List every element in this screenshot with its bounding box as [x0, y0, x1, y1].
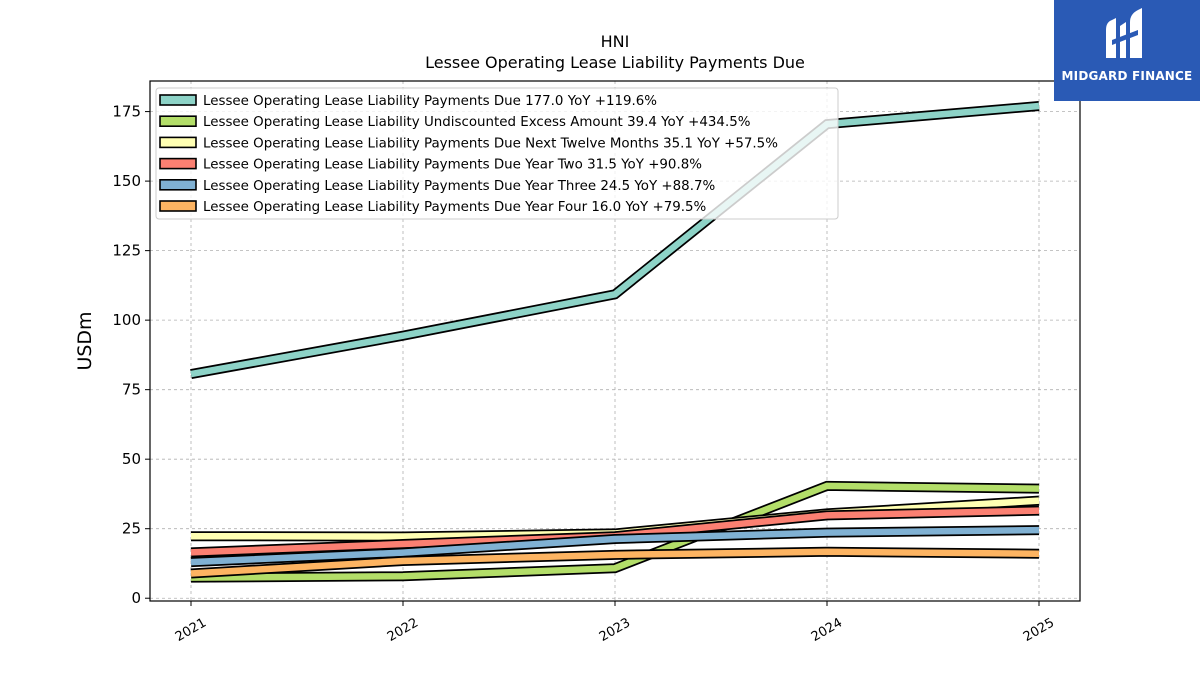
y-tick-label: 25	[122, 520, 141, 538]
legend-swatch	[159, 179, 197, 191]
legend-swatch	[159, 94, 197, 106]
x-tick-label: 2025	[1021, 615, 1057, 645]
y-tick-label: 150	[112, 172, 141, 190]
y-axis: 0 25 50 75 100 125 150 175	[112, 103, 150, 607]
brand-name: MIDGARD FINANCE	[1061, 69, 1193, 83]
legend: Lessee Operating Lease Liability Payment…	[155, 87, 839, 220]
chart-subtitle: Lessee Operating Lease Liability Payment…	[425, 53, 805, 72]
legend-swatch	[159, 136, 197, 149]
x-tick-label: 2023	[597, 615, 633, 645]
y-tick-label: 125	[112, 242, 141, 260]
series-line-6	[190, 546, 1040, 579]
x-tick-label: 2022	[385, 615, 421, 645]
x-axis: 2021 2022 2023 2024 2025	[173, 601, 1057, 645]
y-tick-label: 0	[131, 589, 141, 607]
legend-box	[155, 87, 839, 220]
brand-mark-icon	[1106, 8, 1142, 58]
series-line-5	[190, 525, 1040, 568]
brand-logo: MIDGARD FINANCE	[1054, 0, 1200, 101]
legend-entry: Lessee Operating Lease Liability Payment…	[203, 94, 657, 109]
y-tick-label: 75	[122, 381, 141, 399]
series-line-1	[190, 101, 1040, 380]
y-tick-label: 175	[112, 103, 141, 121]
y-axis-label: USDm	[74, 311, 96, 370]
y-tick-label: 100	[112, 311, 141, 329]
legend-entry: Lessee Operating Lease Liability Payment…	[203, 179, 715, 194]
legend-entry: Lessee Operating Lease Liability Payment…	[203, 158, 702, 173]
legend-entry: Lessee Operating Lease Liability Undisco…	[203, 115, 750, 130]
legend-entry: Lessee Operating Lease Liability Payment…	[203, 200, 706, 215]
chart-title: HNI	[601, 32, 630, 51]
x-tick-label: 2024	[809, 615, 845, 645]
legend-swatch	[159, 157, 197, 170]
legend-swatch	[159, 200, 197, 212]
series-lines	[190, 101, 1040, 583]
y-tick-label: 50	[122, 450, 141, 468]
series-line-2	[190, 480, 1040, 583]
x-tick-label: 2021	[173, 615, 209, 645]
legend-entry: Lessee Operating Lease Liability Payment…	[203, 136, 778, 151]
legend-swatch	[159, 115, 197, 127]
